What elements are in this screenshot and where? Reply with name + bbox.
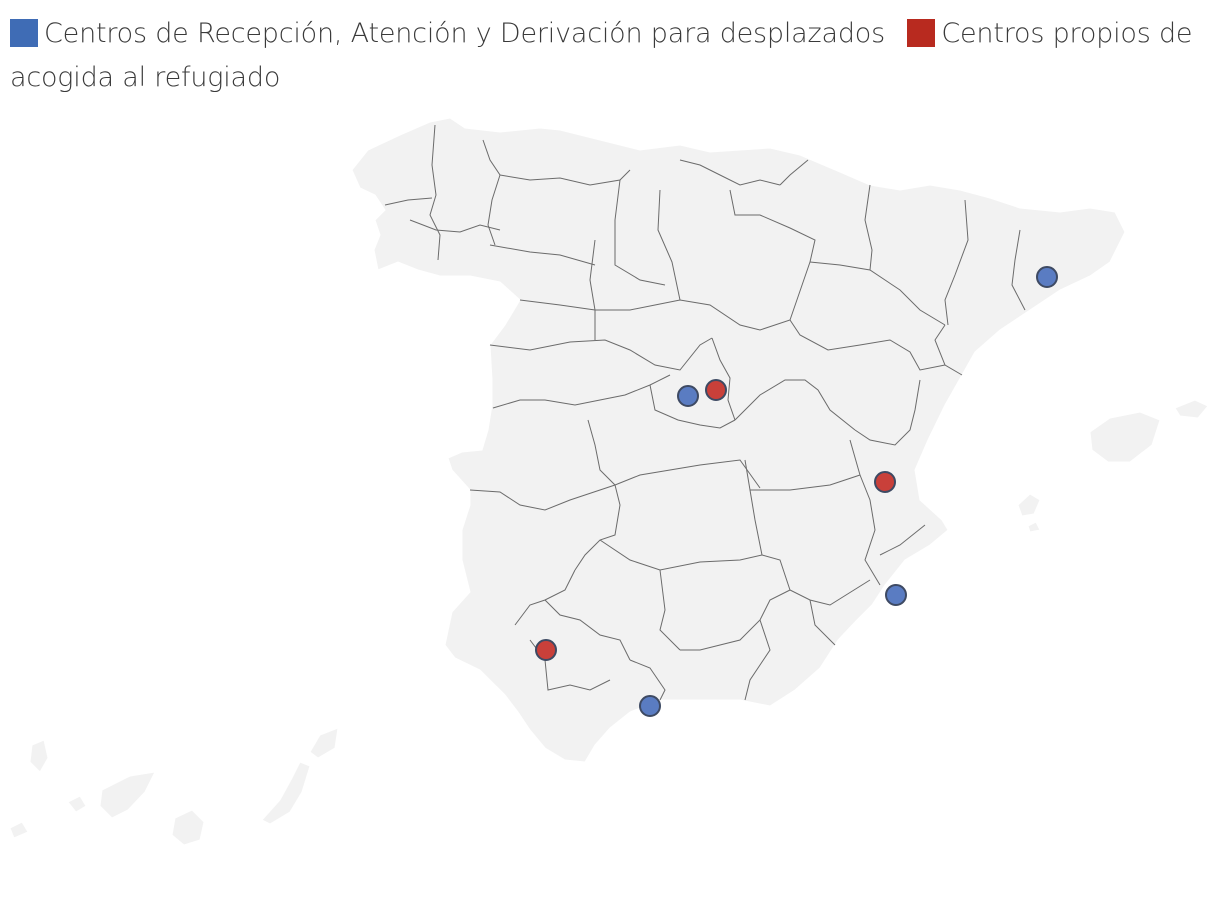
marker-sevilla[interactable]: [535, 639, 557, 661]
gran-canaria-shape: [171, 809, 205, 846]
province-borders: [384, 124, 1026, 701]
legend-swatch-red: [907, 19, 936, 47]
marker-madrid-acogida[interactable]: [705, 379, 727, 401]
el-hierro-shape: [9, 821, 29, 839]
fuerteventura-shape: [261, 761, 311, 825]
ibiza-shape: [1017, 493, 1041, 517]
marker-barcelona[interactable]: [1036, 266, 1058, 288]
marker-malaga[interactable]: [639, 695, 661, 717]
la-gomera-shape: [67, 795, 87, 813]
mallorca-shape: [1089, 411, 1161, 463]
la-palma-shape: [29, 739, 49, 773]
lanzarote-shape: [309, 727, 339, 759]
legend-label-acogida: Centros propios de acogida al refugiado: [10, 18, 1193, 93]
legend-item-acogida[interactable]: Centros propios de acogida al refugiado: [10, 18, 1193, 93]
legend-swatch-blue: [10, 19, 38, 47]
menorca-shape: [1174, 399, 1209, 419]
map-markers: [535, 266, 1058, 717]
marker-valencia[interactable]: [874, 471, 896, 493]
marker-madrid-recepcion[interactable]: [677, 385, 699, 407]
formentera-shape: [1027, 521, 1041, 533]
legend-item-recepcion[interactable]: Centros de Recepción, Atención y Derivac…: [10, 18, 885, 49]
tenerife-shape: [99, 771, 156, 819]
peninsula-shape: [351, 117, 1126, 763]
marker-alicante[interactable]: [885, 584, 907, 606]
map-legend: Centros de Recepción, Atención y Derivac…: [10, 12, 1210, 100]
legend-label-recepcion: Centros de Recepción, Atención y Derivac…: [44, 18, 885, 49]
